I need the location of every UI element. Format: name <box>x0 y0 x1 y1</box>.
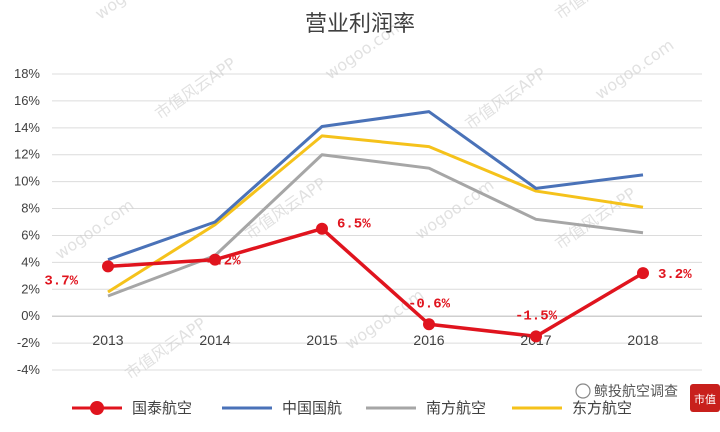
data-point <box>316 222 328 235</box>
x-tick-label: 2018 <box>627 332 658 348</box>
legend-label: 中国国航 <box>282 399 342 417</box>
y-tick-label: 6% <box>21 227 40 242</box>
series-line-4 <box>107 134 644 294</box>
watermark: 市值风云APP wogoo.com 市值风云APP wogoo.com 市值风云APP w… <box>51 0 677 383</box>
data-point <box>423 318 435 331</box>
series-lines <box>107 110 644 339</box>
watermark-text: wogoo.com <box>591 35 677 103</box>
data-label: 3.2% <box>658 267 692 283</box>
brand-badge-text: 市值 <box>694 392 716 406</box>
grid-lines <box>52 73 702 371</box>
y-tick-label: 4% <box>21 254 40 269</box>
wechat-icon <box>575 383 591 399</box>
y-tick-label: 8% <box>21 201 40 216</box>
legend-label: 国泰航空 <box>132 399 192 417</box>
watermark-text: 市值风云APP <box>551 0 639 23</box>
y-tick-label: 14% <box>14 120 40 135</box>
y-tick-label: 0% <box>21 308 40 323</box>
watermark-text: 市值风云APP <box>121 313 209 383</box>
series-line-1 <box>107 226 644 339</box>
series-line-2 <box>107 110 644 262</box>
legend-marker <box>90 401 104 415</box>
data-labels: 3.7% 4.2% 6.5% -0.6% -1.5% 3.2% <box>44 217 692 325</box>
y-tick-label: 2% <box>21 281 40 296</box>
y-tick-label: 16% <box>14 93 40 108</box>
y-tick-label: 12% <box>14 147 40 162</box>
data-label: -0.6% <box>408 296 451 312</box>
x-tick-label: 2013 <box>92 332 123 348</box>
data-label: 3.7% <box>44 273 78 289</box>
legend-label: 东方航空 <box>572 399 632 417</box>
y-tick-label: 10% <box>14 174 40 189</box>
chart-title: 营业利润率 <box>305 12 415 37</box>
x-tick-label: 2015 <box>306 332 337 348</box>
watermark-text: 市值风云APP <box>151 53 239 123</box>
legend: 国泰航空 中国国航 南方航空 东方航空 <box>72 399 632 417</box>
y-tick-label: -2% <box>17 335 41 350</box>
data-label: 4.2% <box>207 254 241 270</box>
y-tick-label: 18% <box>14 66 40 81</box>
brand-text: 鲸投航空调查 <box>594 384 678 400</box>
data-point <box>209 253 221 266</box>
y-tick-label: -4% <box>17 362 41 377</box>
data-point <box>637 267 649 280</box>
watermark-text: wogoo.com <box>91 0 177 23</box>
data-point <box>102 260 114 273</box>
data-point <box>530 330 542 343</box>
data-label: -1.5% <box>515 308 558 324</box>
watermark-text: wogoo.com <box>411 175 497 243</box>
x-tick-label: 2016 <box>413 332 444 348</box>
brand-mark: 鲸投航空调查 市值 <box>575 383 720 412</box>
data-markers <box>102 222 649 343</box>
brand-badge <box>690 384 720 412</box>
data-label: 6.5% <box>337 217 371 233</box>
x-axis-ticks: 201320142015201620172018 <box>92 332 658 348</box>
y-axis-ticks: -4% -2% 0% 2% 4% 6% 8% 10% 12% 14% 16% 18% <box>14 66 40 377</box>
x-tick-label: 2014 <box>199 332 230 348</box>
legend-label: 南方航空 <box>426 399 486 417</box>
